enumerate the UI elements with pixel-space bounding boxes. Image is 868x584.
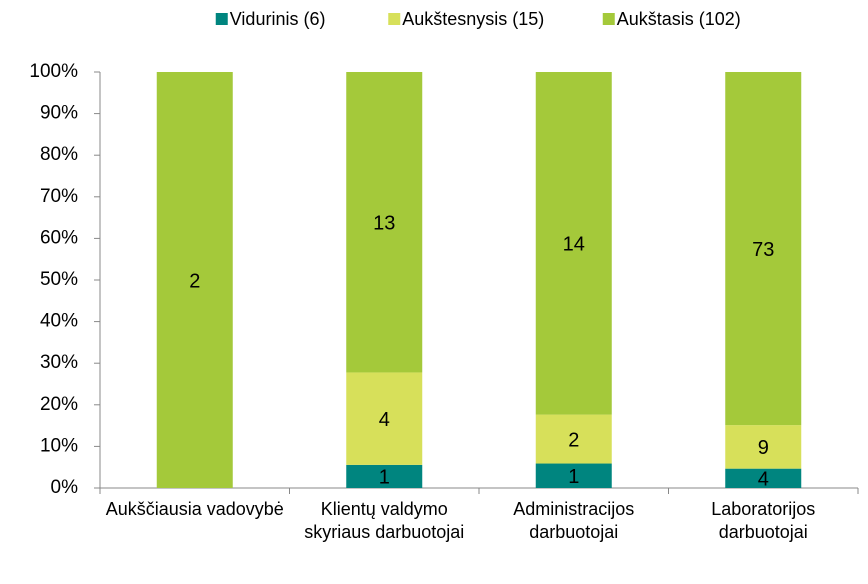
- legend-swatch: [388, 13, 401, 25]
- data-label: 1: [379, 467, 390, 489]
- y-tick-label: 60%: [40, 227, 78, 248]
- bar-segment: [725, 72, 802, 426]
- legend-label: Aukštesnysis (15): [402, 9, 544, 29]
- bar-segment: [346, 372, 423, 465]
- x-tick-label: Laboratorijos darbuotojai: [711, 499, 816, 542]
- x-tick-label: Klientų valdymo skyriaus darbuotojai: [304, 499, 465, 542]
- bar-segment: [156, 72, 233, 488]
- y-tick-label: 10%: [40, 435, 78, 456]
- y-tick-label: 80%: [40, 144, 78, 165]
- y-tick-label: 70%: [40, 186, 78, 207]
- y-tick-label: 20%: [40, 394, 78, 415]
- data-label: 73: [752, 239, 774, 261]
- y-tick-label: 90%: [40, 103, 78, 124]
- x-tick-label: Aukščiausia vadovybė: [105, 499, 284, 519]
- legend-label: Vidurinis (6): [230, 9, 326, 29]
- bar-segment: [535, 414, 612, 464]
- y-tick-label: 100%: [29, 61, 78, 82]
- bar-segment: [535, 72, 612, 415]
- data-label: 1: [568, 466, 579, 488]
- data-label: 4: [379, 409, 390, 431]
- data-label: 2: [568, 429, 579, 451]
- data-label: 4: [758, 469, 769, 491]
- y-tick-label: 50%: [40, 269, 78, 290]
- legend-label: Aukštasis (102): [617, 9, 741, 29]
- data-label: 14: [563, 234, 585, 256]
- data-label: 2: [189, 270, 200, 292]
- y-tick-label: 0%: [51, 477, 79, 498]
- x-tick-label: Administracijos darbuotojai: [513, 499, 635, 542]
- bar-segment: [346, 72, 423, 373]
- data-label: 9: [758, 437, 769, 459]
- bar-segment: [346, 464, 423, 488]
- y-tick-label: 40%: [40, 311, 78, 332]
- bar-segment: [725, 468, 802, 488]
- data-label: 13: [373, 213, 395, 235]
- legend-swatch: [602, 13, 615, 25]
- y-tick-label: 30%: [40, 352, 78, 373]
- legend-swatch: [215, 13, 228, 25]
- bar-segment: [535, 463, 612, 488]
- bar-segment: [725, 425, 802, 469]
